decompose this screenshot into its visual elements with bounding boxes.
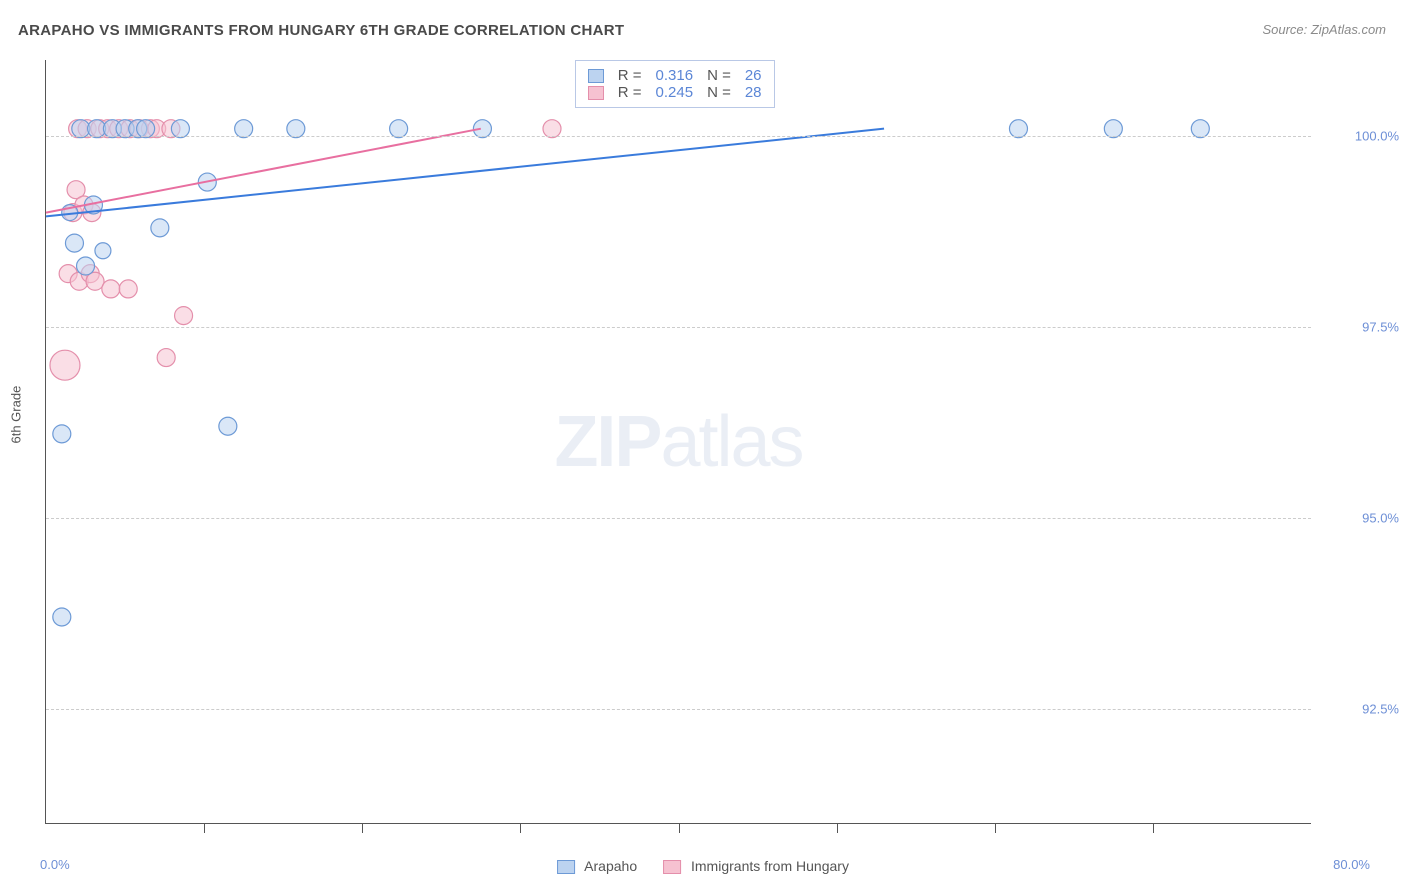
stat-n-arapaho: 26 [745,67,762,84]
swatch-arapaho [588,69,604,83]
source-attribution: Source: ZipAtlas.com [1262,22,1386,37]
correlation-stats-box: R = 0.316 N = 26 R = 0.245 N = 28 [575,60,775,108]
data-point [1009,120,1027,138]
data-point [137,120,155,138]
data-point [119,280,137,298]
legend-item-hungary: Immigrants from Hungary [663,858,849,874]
data-point [235,120,253,138]
legend-item-arapaho: Arapaho [557,858,637,874]
x-tick [1153,823,1154,833]
legend-label-hungary: Immigrants from Hungary [691,858,849,874]
data-point [1104,120,1122,138]
stat-r-label: R = [618,67,642,84]
gridline-h [46,327,1311,328]
data-point [65,234,83,252]
y-tick-label: 92.5% [1362,701,1399,716]
x-tick [995,823,996,833]
data-point [53,425,71,443]
data-point [543,120,561,138]
regression-line [46,129,481,213]
legend: Arapaho Immigrants from Hungary [557,858,849,874]
y-tick-label: 100.0% [1355,129,1399,144]
chart-plot-area: ZIPatlas R = 0.316 N = 26 R = 0.245 N = … [45,60,1311,824]
y-axis-title: 6th Grade [9,386,24,444]
data-point [287,120,305,138]
data-point [77,257,95,275]
y-tick-label: 97.5% [1362,320,1399,335]
data-point [53,608,71,626]
data-point [390,120,408,138]
x-tick [204,823,205,833]
data-point [102,280,120,298]
x-axis-min-label: 0.0% [40,857,70,872]
data-point [171,120,189,138]
data-point [95,243,111,259]
data-point [151,219,169,237]
data-point [175,307,193,325]
regression-line [46,129,884,217]
data-point [1191,120,1209,138]
gridline-h [46,518,1311,519]
x-tick [837,823,838,833]
legend-swatch-hungary [663,860,681,874]
legend-label-arapaho: Arapaho [584,858,637,874]
stats-row-arapaho: R = 0.316 N = 26 [588,67,762,84]
swatch-hungary [588,86,604,100]
stat-n-label: N = [707,67,731,84]
x-axis-max-label: 80.0% [1333,857,1370,872]
stat-r-label: R = [618,84,642,101]
data-point [157,349,175,367]
x-tick [362,823,363,833]
stat-r-arapaho: 0.316 [656,67,694,84]
data-point [219,417,237,435]
gridline-h [46,136,1311,137]
stat-n-hungary: 28 [745,84,762,101]
y-tick-label: 95.0% [1362,510,1399,525]
stats-row-hungary: R = 0.245 N = 28 [588,84,762,101]
gridline-h [46,709,1311,710]
stat-n-label: N = [707,84,731,101]
stat-r-hungary: 0.245 [656,84,694,101]
x-tick [679,823,680,833]
x-tick [520,823,521,833]
chart-title: ARAPAHO VS IMMIGRANTS FROM HUNGARY 6TH G… [18,22,624,39]
legend-swatch-arapaho [557,860,575,874]
data-point [50,350,80,380]
